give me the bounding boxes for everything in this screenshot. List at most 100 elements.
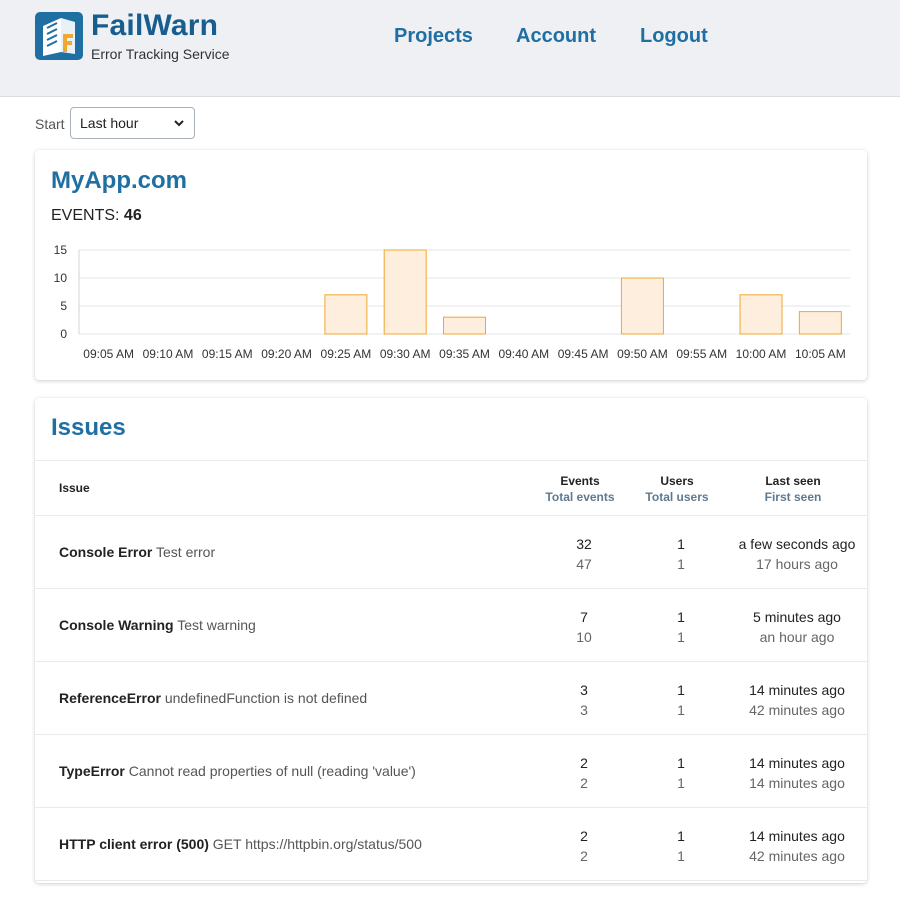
- app-header: FailWarn Error Tracking Service Projects…: [0, 0, 900, 97]
- nav-projects-link[interactable]: Projects: [394, 25, 473, 47]
- chart-x-tick-label: 10:05 AM: [795, 347, 846, 361]
- issue-seen-cell: 14 minutes ago 42 minutes ago: [727, 826, 867, 866]
- chart-x-tick-label: 10:00 AM: [736, 347, 787, 361]
- chevron-down-icon: [174, 120, 184, 127]
- header-total-events-label: Total events: [545, 490, 615, 504]
- issue-users: 1: [677, 609, 685, 625]
- project-events-card: MyApp.com EVENTS: 46 0 5 10 15 09:05 AM 09:10…: [35, 150, 867, 380]
- chart-y-tick-label: 10: [54, 271, 68, 285]
- issue-message: Cannot read properties of null (reading …: [128, 763, 416, 779]
- issue-first-seen: an hour ago: [759, 629, 835, 645]
- issue-users: 1: [677, 755, 685, 771]
- issue-row[interactable]: ReferenceError undefinedFunction is not …: [35, 662, 867, 735]
- issue-title[interactable]: TypeError Cannot read properties of null…: [59, 763, 416, 779]
- issue-events: 32: [576, 536, 592, 552]
- issue-first-seen: 14 minutes ago: [749, 775, 845, 791]
- events-label: EVENTS:: [51, 207, 120, 224]
- issue-message: Test error: [156, 544, 216, 560]
- issue-row[interactable]: Console Warning Test warning 7 10 1 1 5 minut…: [35, 589, 867, 662]
- issue-total-users: 1: [677, 775, 685, 791]
- start-range-select[interactable]: Last hour: [70, 107, 195, 139]
- brand-name[interactable]: FailWarn: [91, 9, 219, 42]
- chart-bar: [620, 277, 664, 335]
- events-summary: EVENTS: 46: [51, 207, 142, 225]
- chart-x-tick-label: 09:50 AM: [617, 347, 668, 361]
- issue-total-users: 1: [677, 848, 685, 864]
- header-total-users-label: Total users: [645, 490, 709, 504]
- chart-x-tick-label: 09:55 AM: [676, 347, 727, 361]
- chart-x-tick-label: 09:40 AM: [498, 347, 549, 361]
- issue-users: 1: [677, 682, 685, 698]
- chart-bar: [739, 294, 783, 335]
- nav-logout-link[interactable]: Logout: [640, 25, 708, 47]
- issue-events-cell: 7 10: [529, 607, 639, 647]
- issue-type: Console Warning: [59, 617, 174, 633]
- issue-message: undefinedFunction is not defined: [164, 690, 368, 706]
- issue-seen-cell: 14 minutes ago 14 minutes ago: [727, 753, 867, 793]
- start-range-value: Last hour: [80, 115, 139, 131]
- issue-type: ReferenceError: [59, 690, 161, 706]
- issues-card: Issues Issue Events Total events Users T…: [35, 398, 867, 883]
- chart-x-tick-label: 09:35 AM: [439, 347, 490, 361]
- issue-total-events: 2: [580, 775, 588, 791]
- issue-events: 2: [580, 828, 588, 844]
- chart-bar: [324, 294, 368, 335]
- issues-title: Issues: [51, 414, 126, 441]
- chart-x-tick-label: 09:05 AM: [83, 347, 134, 361]
- chart-x-tick-label: 09:30 AM: [380, 347, 431, 361]
- start-filter-label: Start: [35, 116, 65, 132]
- issue-seen-cell: 14 minutes ago 42 minutes ago: [727, 680, 867, 720]
- nav-account-link[interactable]: Account: [516, 25, 596, 47]
- chart-x-tick-label: 09:45 AM: [558, 347, 609, 361]
- issue-type: TypeError: [59, 763, 125, 779]
- header-issue: Issue: [59, 481, 90, 495]
- issue-row[interactable]: TypeError Cannot read properties of null…: [35, 735, 867, 808]
- issue-seen-cell: a few seconds ago 17 hours ago: [727, 534, 867, 574]
- chart-bar: [443, 316, 486, 335]
- issue-title[interactable]: HTTP client error (500) GET https://http…: [59, 836, 422, 852]
- issue-total-events: 47: [576, 556, 592, 572]
- issues-table-header: Issue Events Total events Users Total us…: [35, 460, 867, 516]
- issue-row[interactable]: HTTP client error (500) GET https://http…: [35, 808, 867, 881]
- chart-y-tick-label: 0: [60, 327, 67, 341]
- project-title[interactable]: MyApp.com: [51, 167, 188, 194]
- issue-total-users: 1: [677, 556, 685, 572]
- chart-y-tick-label: 15: [54, 243, 68, 257]
- chart-x-tick-label: 09:20 AM: [261, 347, 312, 361]
- issue-title[interactable]: ReferenceError undefinedFunction is not …: [59, 690, 367, 706]
- issue-total-events: 3: [580, 702, 588, 718]
- issue-last-seen: 5 minutes ago: [753, 609, 841, 625]
- header-seen: Last seen First seen: [738, 473, 848, 505]
- chart-x-tick-label: 09:25 AM: [321, 347, 372, 361]
- issue-total-events: 2: [580, 848, 588, 864]
- issue-title[interactable]: Console Warning Test warning: [59, 617, 256, 633]
- header-users: Users Total users: [622, 473, 732, 505]
- header-users-label: Users: [660, 474, 694, 488]
- issue-last-seen: 14 minutes ago: [749, 828, 845, 844]
- chart-x-tick-label: 09:15 AM: [202, 347, 253, 361]
- issue-users: 1: [677, 536, 685, 552]
- chart-bar: [798, 311, 842, 335]
- issue-row[interactable]: Console Error Test error 32 47 1 1 a few seco…: [35, 516, 867, 589]
- issue-last-seen: a few seconds ago: [738, 536, 856, 552]
- issue-message: GET https://httpbin.org/status/500: [212, 836, 422, 852]
- issue-title[interactable]: Console Error Test error: [59, 544, 215, 560]
- failwarn-logo-icon[interactable]: [35, 12, 83, 60]
- issue-events: 7: [580, 609, 588, 625]
- issue-events: 2: [580, 755, 588, 771]
- header-events-label: Events: [560, 474, 600, 488]
- issue-first-seen: 42 minutes ago: [749, 702, 845, 718]
- header-last-seen-label: Last seen: [765, 474, 821, 488]
- header-events: Events Total events: [525, 473, 635, 505]
- brand-tagline: Error Tracking Service: [91, 46, 230, 62]
- issue-last-seen: 14 minutes ago: [749, 682, 845, 698]
- issue-first-seen: 17 hours ago: [756, 556, 838, 572]
